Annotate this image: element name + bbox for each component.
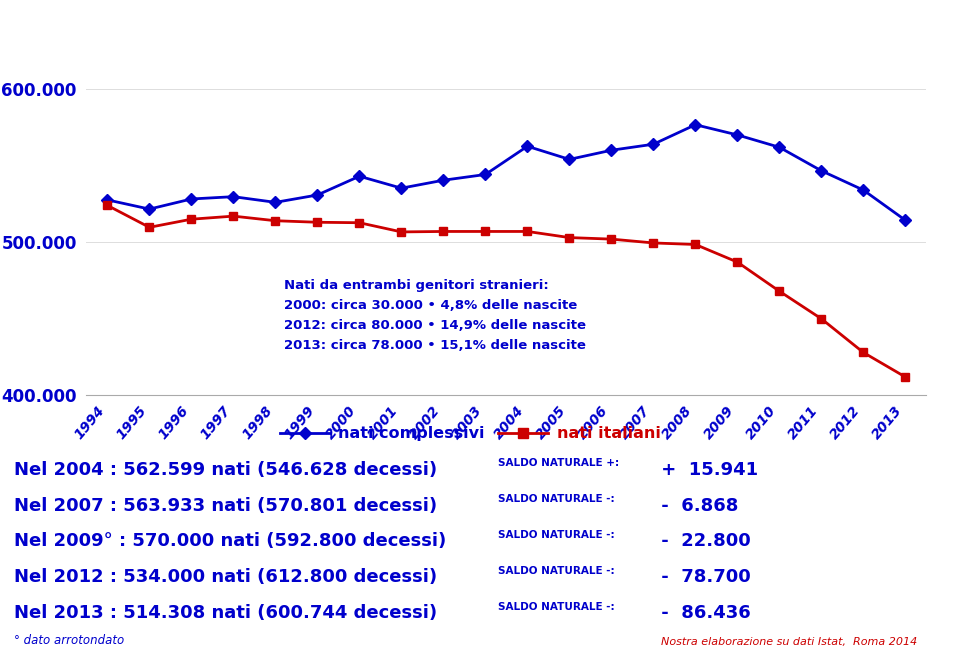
Text: -  78.700: - 78.700 — [655, 569, 751, 587]
Text: Nel 2009° : 570.000 nati (592.800 decessi): Nel 2009° : 570.000 nati (592.800 decess… — [14, 532, 446, 550]
Text: nati complessivi: nati complessivi — [338, 426, 485, 441]
Text: SALDO NATURALE -:: SALDO NATURALE -: — [498, 602, 614, 612]
Text: Nel 2004 : 562.599 nati (546.628 decessi): Nel 2004 : 562.599 nati (546.628 decessi… — [14, 461, 437, 478]
Text: -  86.436: - 86.436 — [655, 604, 751, 622]
Text: Nostra elaborazione su dati Istat,  Roma 2014: Nostra elaborazione su dati Istat, Roma … — [660, 637, 917, 647]
Text: +  15.941: + 15.941 — [655, 461, 757, 478]
Text: Nati da entrambi genitori stranieri:
2000: circa 30.000 • 4,8% delle nascite
201: Nati da entrambi genitori stranieri: 200… — [284, 279, 586, 352]
Text: Nel 2013 : 514.308 nati (600.744 decessi): Nel 2013 : 514.308 nati (600.744 decessi… — [14, 604, 437, 622]
Text: SALDO NATURALE -:: SALDO NATURALE -: — [498, 530, 614, 540]
Text: -  22.800: - 22.800 — [655, 532, 751, 550]
Text: Nel 2012 : 534.000 nati (612.800 decessi): Nel 2012 : 534.000 nati (612.800 decessi… — [14, 569, 437, 587]
Text: nati italiani: nati italiani — [557, 426, 660, 441]
Text: Nascite in Italia 1994 - 2013: Nascite in Italia 1994 - 2013 — [14, 19, 588, 53]
Text: SALDO NATURALE -:: SALDO NATURALE -: — [498, 566, 614, 576]
Text: -  6.868: - 6.868 — [655, 496, 738, 515]
Text: SALDO NATURALE +:: SALDO NATURALE +: — [498, 458, 619, 468]
Text: SALDO NATURALE -:: SALDO NATURALE -: — [498, 494, 614, 504]
Text: Nel 2007 : 563.933 nati (570.801 decessi): Nel 2007 : 563.933 nati (570.801 decessi… — [14, 496, 437, 515]
Text: ° dato arrotondato: ° dato arrotondato — [14, 634, 124, 647]
